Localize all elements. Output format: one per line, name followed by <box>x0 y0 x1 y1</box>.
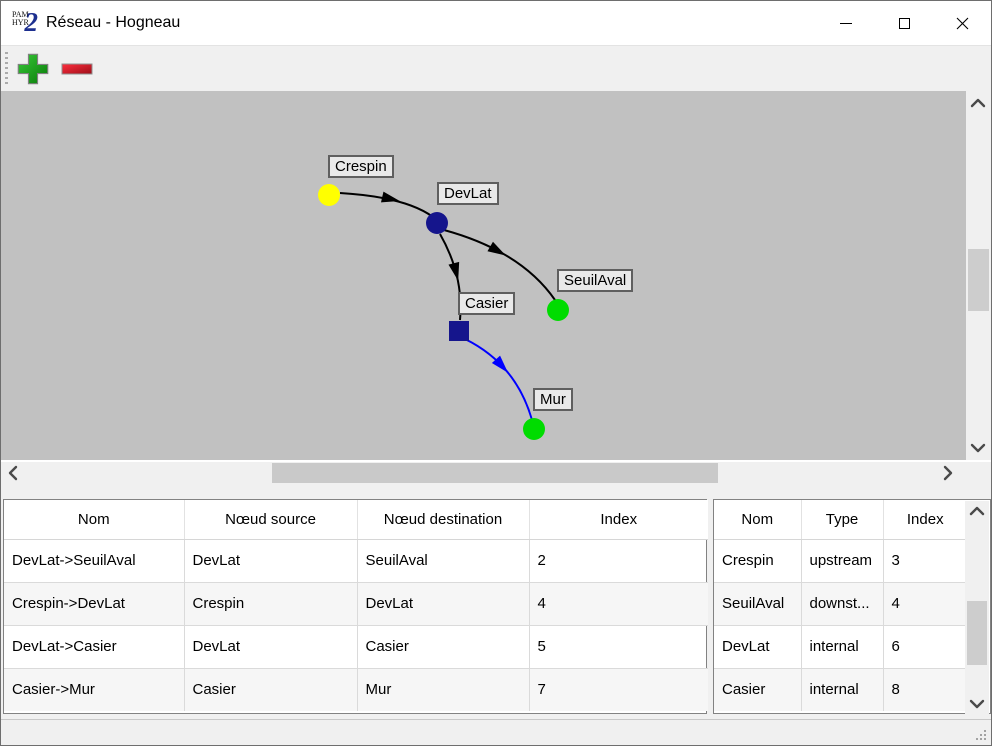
maximize-icon <box>898 17 910 29</box>
edge-row-cell-destination[interactable]: Mur <box>357 668 530 711</box>
node-row[interactable]: SeuilAval downst... 4 <box>714 582 967 626</box>
nodes-col-nom[interactable]: Nom <box>714 500 802 540</box>
edge-Casier->Mur[interactable] <box>464 338 533 421</box>
edges-col-destination[interactable]: Nœud destination <box>357 500 530 540</box>
node-label-Casier[interactable]: Casier <box>458 292 516 315</box>
edge-row-cell-index[interactable]: 7 <box>537 681 546 699</box>
toolbar <box>1 45 991 91</box>
edges-col-index[interactable]: Index <box>529 500 708 540</box>
node-row-cell-index[interactable]: 4 <box>883 582 967 626</box>
toolbar-handle[interactable] <box>5 52 8 86</box>
node-row-cell-nom[interactable]: SeuilAval <box>714 582 802 626</box>
node-row[interactable]: Casier internal 8 <box>714 668 967 711</box>
edge-row[interactable]: DevLat->SeuilAval DevLat SeuilAval 2 <box>4 539 708 583</box>
edge-row-cell-nom[interactable]: DevLat->Casier <box>4 625 185 669</box>
node-label-Mur[interactable]: Mur <box>533 388 573 411</box>
node-row-cell-type[interactable]: internal <box>801 668 884 711</box>
scroll-right-icon[interactable] <box>942 464 954 482</box>
node-row-cell-nom[interactable]: Casier <box>714 668 802 711</box>
canvas-hscroll-thumb[interactable] <box>272 463 718 483</box>
tables-panel: Nom Nœud source Nœud destination Index D… <box>1 484 991 719</box>
canvas-vscroll-thumb[interactable] <box>968 249 989 311</box>
node-row[interactable]: Crespin upstream 3 <box>714 539 967 583</box>
edge-row-cell-destination[interactable]: DevLat <box>357 582 530 626</box>
scroll-left-icon[interactable] <box>7 464 19 482</box>
edge-DevLat->SeuilAval[interactable] <box>443 229 556 301</box>
edge-row-cell-index[interactable]: 2 <box>529 539 708 583</box>
scroll-down-icon[interactable] <box>969 442 987 454</box>
close-button[interactable] <box>933 1 991 45</box>
window-title: Réseau - Hogneau <box>46 14 181 31</box>
edges-col-nom[interactable]: Nom <box>4 500 185 540</box>
edge-arrow-icon <box>448 261 460 281</box>
node-label-DevLat[interactable]: DevLat <box>437 182 499 205</box>
canvas-horizontal-scrollbar[interactable] <box>1 462 991 484</box>
edges-col-source[interactable]: Nœud source <box>184 500 358 540</box>
edge-row-cell-destination[interactable]: SeuilAval <box>357 539 530 583</box>
edge-arrow-icon <box>491 355 509 373</box>
edge-row-cell-source[interactable]: Casier <box>184 668 358 711</box>
network-graph <box>318 184 569 440</box>
nodes-table-scrollbar[interactable] <box>965 501 989 714</box>
scroll-up-icon[interactable] <box>969 97 987 109</box>
edge-row-cell-nom[interactable]: Crespin->DevLat <box>4 582 185 626</box>
node-row-cell-nom[interactable]: Crespin <box>714 539 802 583</box>
canvas-vertical-scrollbar[interactable] <box>966 91 991 460</box>
node-row-cell-index[interactable]: 3 <box>883 539 967 583</box>
node-row-cell-index[interactable]: 8 <box>891 681 900 699</box>
nodes-col-index[interactable]: Index <box>883 500 967 540</box>
remove-button[interactable] <box>57 49 97 89</box>
edge-row-cell-index[interactable]: 5 <box>529 625 708 669</box>
edge-row-cell-source[interactable]: DevLat <box>184 625 358 669</box>
node-row-cell-type[interactable]: upstream <box>801 539 884 583</box>
maximize-button[interactable] <box>875 1 933 45</box>
edge-row[interactable]: Crespin->DevLat Crespin DevLat 4 <box>4 582 708 626</box>
scroll-up-icon[interactable] <box>968 505 986 517</box>
app-icon: PAM HYR 2 <box>12 6 38 37</box>
edges-table: Nom Nœud source Nœud destination Index D… <box>3 499 708 714</box>
node-row-cell-type[interactable]: internal <box>801 625 884 669</box>
edge-row-cell-source[interactable]: DevLat <box>184 539 358 583</box>
minimize-button[interactable] <box>817 1 875 45</box>
node-row-cell-type[interactable]: downst... <box>801 582 884 626</box>
network-canvas[interactable]: Crespin DevLat SeuilAval Casier Mur <box>1 91 966 460</box>
statusbar <box>1 719 991 745</box>
nodes-col-type[interactable]: Type <box>801 500 884 540</box>
edge-arrow-icon <box>380 191 400 203</box>
edge-arrow-icon <box>487 241 506 256</box>
node-Crespin[interactable] <box>318 184 340 206</box>
node-label-Crespin[interactable]: Crespin <box>328 155 394 178</box>
minimize-icon <box>840 22 852 24</box>
add-button[interactable] <box>13 49 53 89</box>
edge-row[interactable]: DevLat->Casier DevLat Casier 5 <box>4 625 708 669</box>
edge-row-cell-destination[interactable]: Casier <box>357 625 530 669</box>
resize-grip-icon[interactable] <box>974 728 988 742</box>
node-DevLat[interactable] <box>426 212 448 234</box>
node-row-cell-index[interactable]: 6 <box>883 625 967 669</box>
edge-row-cell-source[interactable]: Crespin <box>184 582 358 626</box>
node-row-cell-nom[interactable]: DevLat <box>714 625 802 669</box>
titlebar: PAM HYR 2 Réseau - Hogneau <box>1 1 991 45</box>
node-SeuilAval[interactable] <box>547 299 569 321</box>
node-Mur[interactable] <box>523 418 545 440</box>
edge-row-cell-nom[interactable]: DevLat->SeuilAval <box>4 539 185 583</box>
nodes-table-scroll-thumb[interactable] <box>967 601 987 665</box>
edge-row[interactable]: Casier->Mur Casier Mur 7 <box>4 668 708 711</box>
scroll-down-icon[interactable] <box>968 698 986 710</box>
node-label-SeuilAval[interactable]: SeuilAval <box>557 269 634 292</box>
edge-row-cell-index[interactable]: 4 <box>529 582 708 626</box>
minus-icon <box>61 63 93 75</box>
edge-row-cell-nom[interactable]: Casier->Mur <box>4 668 185 711</box>
nodes-table: Nom Type Index Crespin upstream 3 SeuilAval… <box>713 499 991 714</box>
node-row[interactable]: DevLat internal 6 <box>714 625 967 669</box>
close-icon <box>956 17 968 29</box>
plus-icon <box>17 53 49 85</box>
node-Casier[interactable] <box>449 321 469 341</box>
